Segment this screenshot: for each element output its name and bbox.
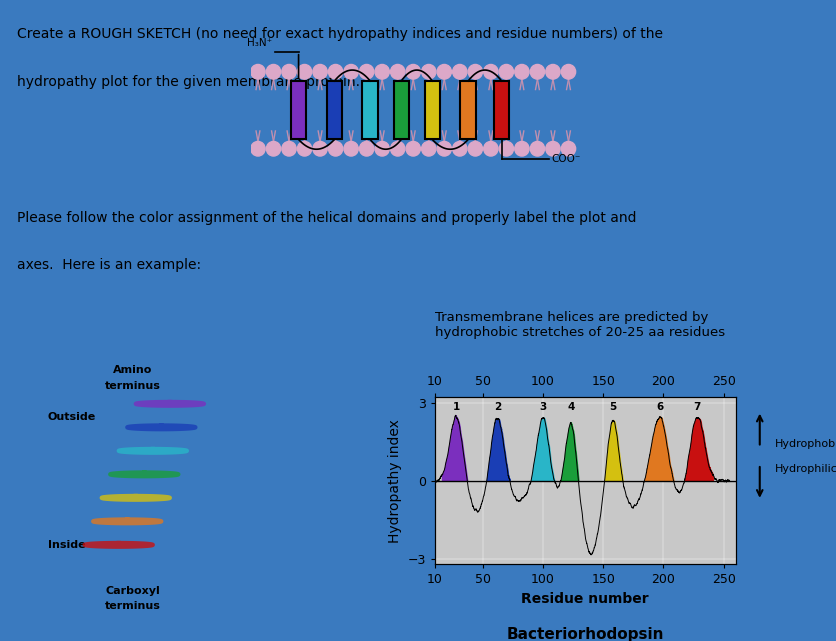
Circle shape: [515, 65, 529, 79]
Circle shape: [452, 65, 467, 79]
Circle shape: [375, 142, 390, 156]
Circle shape: [251, 142, 265, 156]
Circle shape: [344, 142, 359, 156]
Circle shape: [484, 142, 498, 156]
Circle shape: [298, 142, 312, 156]
Bar: [461, 81, 476, 140]
Y-axis label: Hydropathy index: Hydropathy index: [388, 419, 402, 543]
Circle shape: [421, 65, 436, 79]
Text: 2: 2: [494, 402, 501, 412]
Circle shape: [530, 65, 544, 79]
Text: Create a ROUGH SKETCH (no need for exact hydropathy indices and residue numbers): Create a ROUGH SKETCH (no need for exact…: [17, 27, 663, 41]
Bar: [394, 81, 409, 140]
Circle shape: [437, 142, 451, 156]
Text: Hydrophobic: Hydrophobic: [775, 439, 836, 449]
Text: Amino: Amino: [113, 365, 153, 376]
Text: terminus: terminus: [105, 601, 161, 612]
Circle shape: [313, 142, 327, 156]
Circle shape: [499, 142, 513, 156]
Text: Inside: Inside: [48, 540, 85, 550]
Bar: [425, 81, 440, 140]
Circle shape: [251, 65, 265, 79]
Text: axes.  Here is an example:: axes. Here is an example:: [17, 258, 201, 272]
Bar: [494, 81, 509, 140]
Text: Hydrophilic: Hydrophilic: [775, 464, 836, 474]
Text: hydropathy plot for the given membrane protein.: hydropathy plot for the given membrane p…: [17, 75, 359, 88]
Text: 6: 6: [656, 402, 664, 412]
Circle shape: [437, 65, 451, 79]
Circle shape: [515, 142, 529, 156]
Bar: [327, 81, 342, 140]
Text: 3: 3: [539, 402, 547, 412]
Circle shape: [468, 142, 482, 156]
Circle shape: [267, 142, 281, 156]
Text: Bacteriorhodopsin: Bacteriorhodopsin: [507, 628, 664, 641]
Circle shape: [313, 65, 327, 79]
Circle shape: [344, 65, 359, 79]
Circle shape: [452, 142, 467, 156]
Circle shape: [329, 142, 343, 156]
Circle shape: [267, 65, 281, 79]
Circle shape: [546, 142, 560, 156]
Text: 5: 5: [609, 402, 616, 412]
Circle shape: [282, 65, 296, 79]
Circle shape: [561, 142, 576, 156]
Circle shape: [484, 65, 498, 79]
Circle shape: [282, 142, 296, 156]
Text: H₃N⁺: H₃N⁺: [247, 38, 273, 48]
Circle shape: [329, 65, 343, 79]
Text: COO⁻: COO⁻: [552, 154, 581, 164]
Circle shape: [468, 65, 482, 79]
Circle shape: [375, 65, 390, 79]
Circle shape: [421, 142, 436, 156]
Text: 4: 4: [567, 402, 574, 412]
Circle shape: [359, 65, 374, 79]
Text: Transmembrane helices are predicted by
hydrophobic stretches of 20-25 aa residue: Transmembrane helices are predicted by h…: [435, 311, 725, 339]
Text: terminus: terminus: [105, 381, 161, 391]
Circle shape: [390, 142, 405, 156]
Circle shape: [530, 142, 544, 156]
Circle shape: [359, 142, 374, 156]
Circle shape: [499, 65, 513, 79]
Circle shape: [390, 65, 405, 79]
Circle shape: [406, 142, 421, 156]
Text: Carboxyl: Carboxyl: [105, 586, 161, 596]
Circle shape: [561, 65, 576, 79]
Text: Please follow the color assignment of the helical domains and properly label the: Please follow the color assignment of th…: [17, 211, 636, 224]
Text: 1: 1: [453, 402, 460, 412]
Circle shape: [406, 65, 421, 79]
Circle shape: [546, 65, 560, 79]
Text: Outside: Outside: [48, 412, 96, 422]
Text: 7: 7: [694, 402, 701, 412]
Bar: [363, 81, 378, 140]
Circle shape: [298, 65, 312, 79]
X-axis label: Residue number: Residue number: [522, 592, 649, 606]
Bar: [291, 81, 306, 140]
